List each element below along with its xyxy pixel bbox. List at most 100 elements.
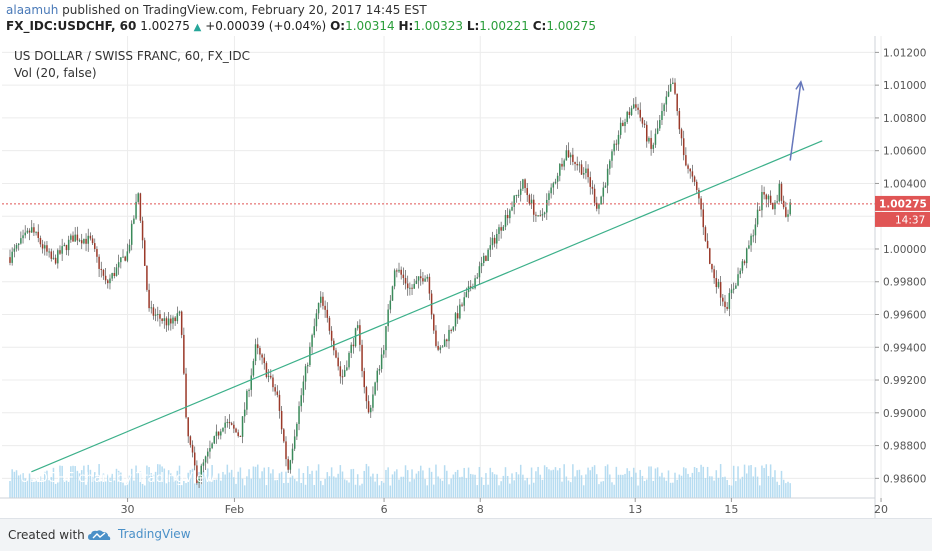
volume-bar <box>706 466 709 498</box>
volume-bar <box>393 471 396 498</box>
candle-body <box>187 417 189 437</box>
countdown-tag <box>875 211 930 227</box>
volume-bar <box>120 472 122 498</box>
volume-bar <box>261 471 263 498</box>
volume-bar <box>259 478 261 498</box>
last-price-tag <box>875 195 930 211</box>
volume-bar <box>448 484 450 498</box>
candle-body <box>530 199 533 204</box>
volume-bar <box>443 465 446 498</box>
volume-bar <box>354 484 357 498</box>
trendline[interactable] <box>31 140 823 473</box>
volume-bar <box>322 485 324 498</box>
volume-bar <box>104 481 107 498</box>
volume-bar <box>237 471 239 498</box>
volume-bar <box>270 473 272 498</box>
volume-bar <box>785 483 787 498</box>
candle-body <box>463 297 465 306</box>
volume-bar <box>372 473 374 498</box>
volume-bar <box>285 471 287 498</box>
candle-body <box>422 278 424 282</box>
volume-bar <box>574 476 576 498</box>
volume-bar <box>763 467 765 498</box>
candle-body <box>233 424 235 429</box>
candle-body <box>237 432 239 436</box>
candle-body <box>465 292 468 298</box>
candle-body <box>150 307 153 309</box>
volume-bar <box>709 476 711 498</box>
candle-body <box>343 370 346 377</box>
volume-bar <box>246 476 248 498</box>
candle-body <box>572 154 574 162</box>
candle-body <box>752 235 755 237</box>
candle-body <box>587 168 589 178</box>
candle-body <box>133 218 135 224</box>
candle-body <box>163 318 166 321</box>
volume-bar <box>189 470 192 498</box>
candle-body <box>33 227 35 233</box>
candle-body <box>456 313 459 319</box>
volume-bar <box>526 477 528 498</box>
candle-body <box>296 423 298 437</box>
volume-bar <box>126 482 129 498</box>
candle-body <box>693 176 696 182</box>
candle-body <box>759 209 761 211</box>
price-chart[interactable]: USDCHF chart by TradingView US DOLLAR / … <box>0 36 932 518</box>
high-value: 1.00323 <box>413 19 463 33</box>
candle-body <box>650 138 652 149</box>
volume-bar <box>565 476 568 498</box>
candle-body <box>665 96 668 105</box>
candle-body <box>615 143 618 145</box>
volume-bar <box>465 478 468 498</box>
volume-bar <box>528 484 531 498</box>
candle-body <box>154 314 157 316</box>
volume-bar <box>628 470 631 498</box>
volume-bar <box>754 467 757 498</box>
candle-body <box>193 452 196 466</box>
chart-header: alaamuh published on TradingView.com, Fe… <box>0 0 932 36</box>
author-link[interactable]: alaamuh <box>6 3 59 17</box>
volume-bar <box>515 472 518 498</box>
volume-bar <box>648 466 650 498</box>
volume-bar <box>496 474 498 498</box>
volume-bar <box>537 466 539 498</box>
candle-body <box>676 93 678 112</box>
candle-body <box>356 325 359 329</box>
volume-bar <box>22 473 24 498</box>
volume-bar <box>689 477 691 498</box>
volume-bar <box>311 470 313 498</box>
volume-bar <box>28 473 31 498</box>
volume-bar <box>419 465 422 498</box>
candle-body <box>593 188 596 203</box>
candle-body <box>659 119 661 129</box>
volume-bar <box>728 485 731 498</box>
volume-bar <box>402 476 405 498</box>
candle-body <box>654 133 657 145</box>
candle-body <box>335 350 337 358</box>
candle-body <box>241 416 244 437</box>
candle-body <box>367 401 370 413</box>
volume-bar <box>606 464 609 498</box>
candle-body <box>209 448 211 452</box>
volume-bar <box>782 479 785 498</box>
candle-body <box>161 318 163 321</box>
arrow-annotation[interactable] <box>789 81 802 161</box>
volume-bar <box>504 467 507 498</box>
volume-bar <box>685 468 687 498</box>
volume-bar <box>550 470 552 498</box>
candle-body <box>59 250 61 254</box>
candle-body <box>591 186 594 189</box>
volume-bar <box>743 464 746 498</box>
candle-body <box>115 267 118 276</box>
volume-bar <box>272 469 274 498</box>
tradingview-link[interactable]: TradingView <box>88 527 191 541</box>
candle-body <box>717 282 720 288</box>
volume-bar <box>263 467 266 498</box>
candle-body <box>526 188 528 196</box>
volume-bar <box>615 466 618 498</box>
candle-body <box>172 317 174 324</box>
volume-bar <box>524 480 526 498</box>
candle-body <box>120 257 122 263</box>
candle-body <box>378 369 381 371</box>
candle-body <box>498 227 500 234</box>
